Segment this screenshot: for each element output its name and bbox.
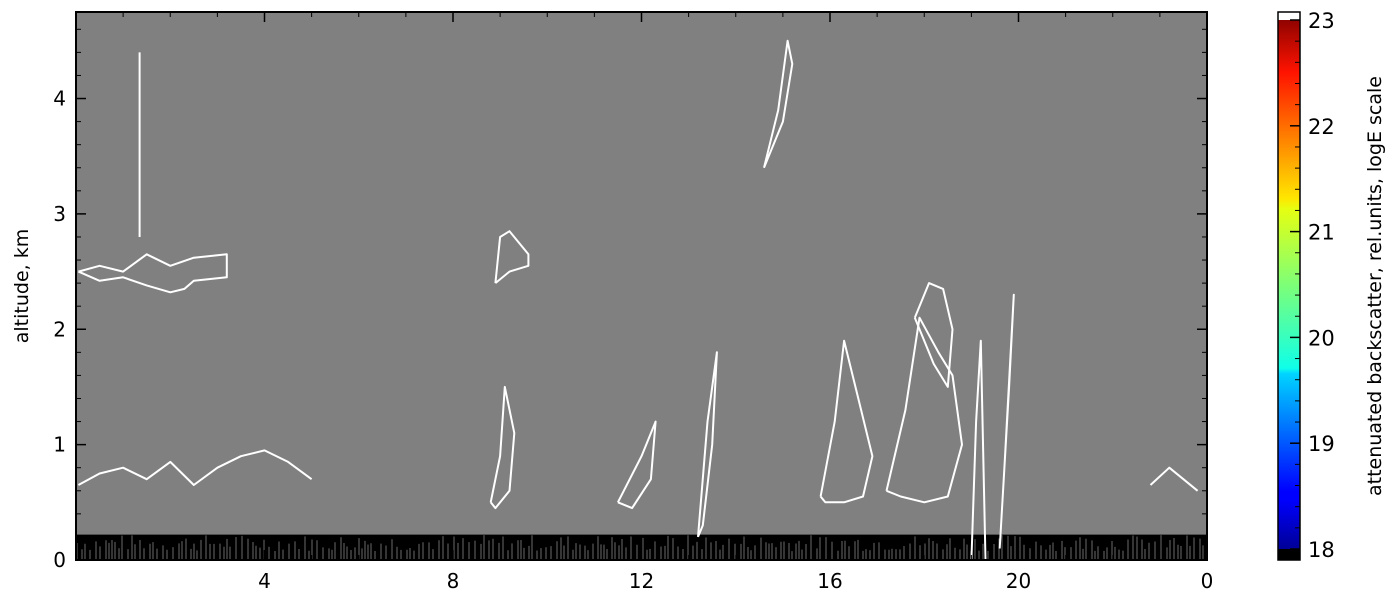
contour-line-14: [1149, 466, 1199, 492]
x-axis: 4 8 12 16 20 0: [122, 12, 1214, 593]
contour-line-11: [885, 316, 963, 504]
y-tick-label: 4: [53, 87, 66, 111]
x-tick-label: 4: [258, 569, 271, 593]
contour-line-6: [77, 449, 313, 486]
colorbar-frame: [1277, 11, 1301, 561]
y-tick-label: 3: [53, 202, 66, 226]
colorbar-ticks: 18 19 20 21 22 23: [1290, 9, 1335, 562]
colorbar-tick-label: 21: [1308, 221, 1335, 245]
contour-line-4: [763, 39, 794, 169]
contour-line-10: [819, 339, 874, 504]
x-tick-label: 16: [817, 569, 842, 593]
colorbar: 18 19 20 21 22 23 attenuated backscatter, rel…: [1277, 9, 1386, 562]
contour-lines: [77, 39, 1199, 560]
y-tick-label: 2: [53, 317, 66, 341]
y-axis: 0 1 2 3 4: [53, 28, 1207, 572]
colorbar-tick-label: 20: [1308, 326, 1335, 350]
contour-line-9: [697, 351, 718, 538]
y-axis-label: altitude, km: [11, 229, 33, 343]
colorbar-over-cap: [1278, 12, 1300, 20]
colorbar-gradient: [1278, 12, 1300, 560]
contour-line-1: [78, 253, 228, 294]
contour-line-3: [494, 230, 530, 284]
x-tick-label: 12: [629, 569, 654, 593]
contour-line-12: [970, 339, 987, 560]
colorbar-label: attenuated backscatter, rel.units, logE …: [1364, 76, 1386, 496]
contour-line-7: [489, 385, 516, 510]
y-tick-label: 0: [53, 548, 66, 572]
colorbar-tick-label: 18: [1308, 538, 1335, 562]
y-tick-label: 1: [53, 433, 66, 457]
colorbar-tick-label: 19: [1308, 432, 1335, 456]
colorbar-under-cap: [1278, 549, 1300, 560]
contour-line-5: [913, 282, 954, 388]
x-tick-label: 20: [1006, 569, 1031, 593]
x-tick-label: 0: [1201, 569, 1214, 593]
colorbar-tick-label: 22: [1308, 115, 1335, 139]
contour-line-8: [617, 420, 657, 510]
x-tick-label: 8: [447, 569, 460, 593]
colorbar-tick-label: 23: [1308, 9, 1335, 33]
backscatter-field: [76, 12, 1207, 560]
contour-line-13: [998, 293, 1015, 549]
